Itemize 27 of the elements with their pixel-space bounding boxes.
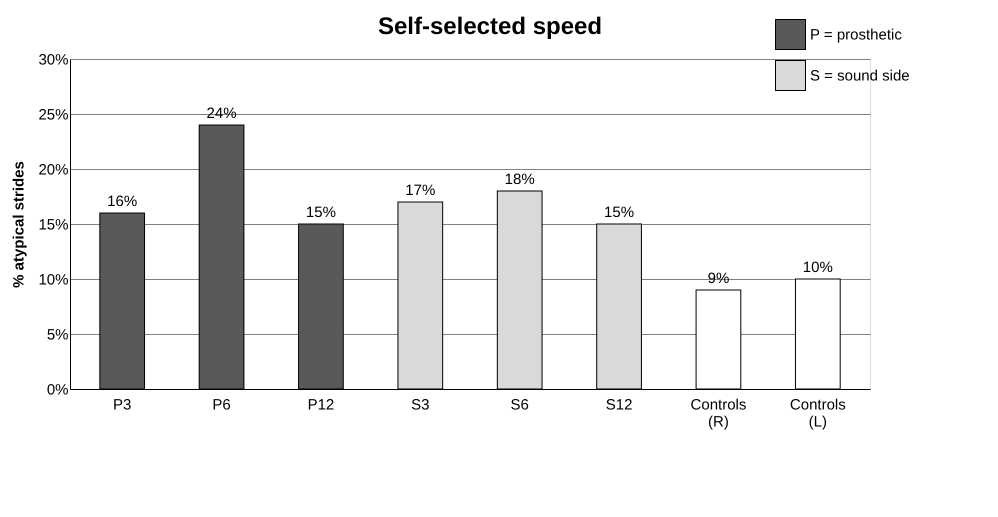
data-label: 17% — [405, 182, 436, 199]
y-tick-label: 20% — [38, 162, 68, 178]
y-tick-label: 15% — [38, 216, 68, 234]
y-tick-label: 10% — [38, 272, 68, 288]
x-tick-label: S6 — [510, 396, 529, 414]
y-axis-title: % atypical strides — [10, 161, 28, 288]
chart-title: Self-selected speed — [378, 13, 602, 40]
y-tick-label: 30% — [38, 52, 68, 68]
data-label: 15% — [604, 204, 634, 221]
data-label: 16% — [107, 193, 138, 210]
data-label: 15% — [306, 204, 336, 221]
x-tick-label: S12 — [606, 396, 632, 414]
data-label: 24% — [206, 105, 237, 122]
y-tick-label: 0% — [46, 382, 68, 398]
data-label: 10% — [802, 259, 833, 276]
legend-label: S = sound side — [810, 68, 910, 84]
y-tick-label: 5% — [46, 326, 68, 344]
x-tick-label: Controls (L) — [790, 396, 846, 430]
x-tick-label: P6 — [212, 396, 231, 414]
legend-label: P = prosthetic — [810, 26, 902, 44]
data-label: 9% — [708, 270, 730, 287]
x-tick-label: S3 — [411, 396, 430, 414]
data-label: 18% — [504, 171, 535, 188]
x-tick-label: Controls (R) — [690, 396, 746, 430]
x-tick-label: P12 — [308, 396, 334, 414]
x-tick-label: P3 — [112, 396, 132, 414]
y-tick-label: 25% — [38, 106, 68, 124]
